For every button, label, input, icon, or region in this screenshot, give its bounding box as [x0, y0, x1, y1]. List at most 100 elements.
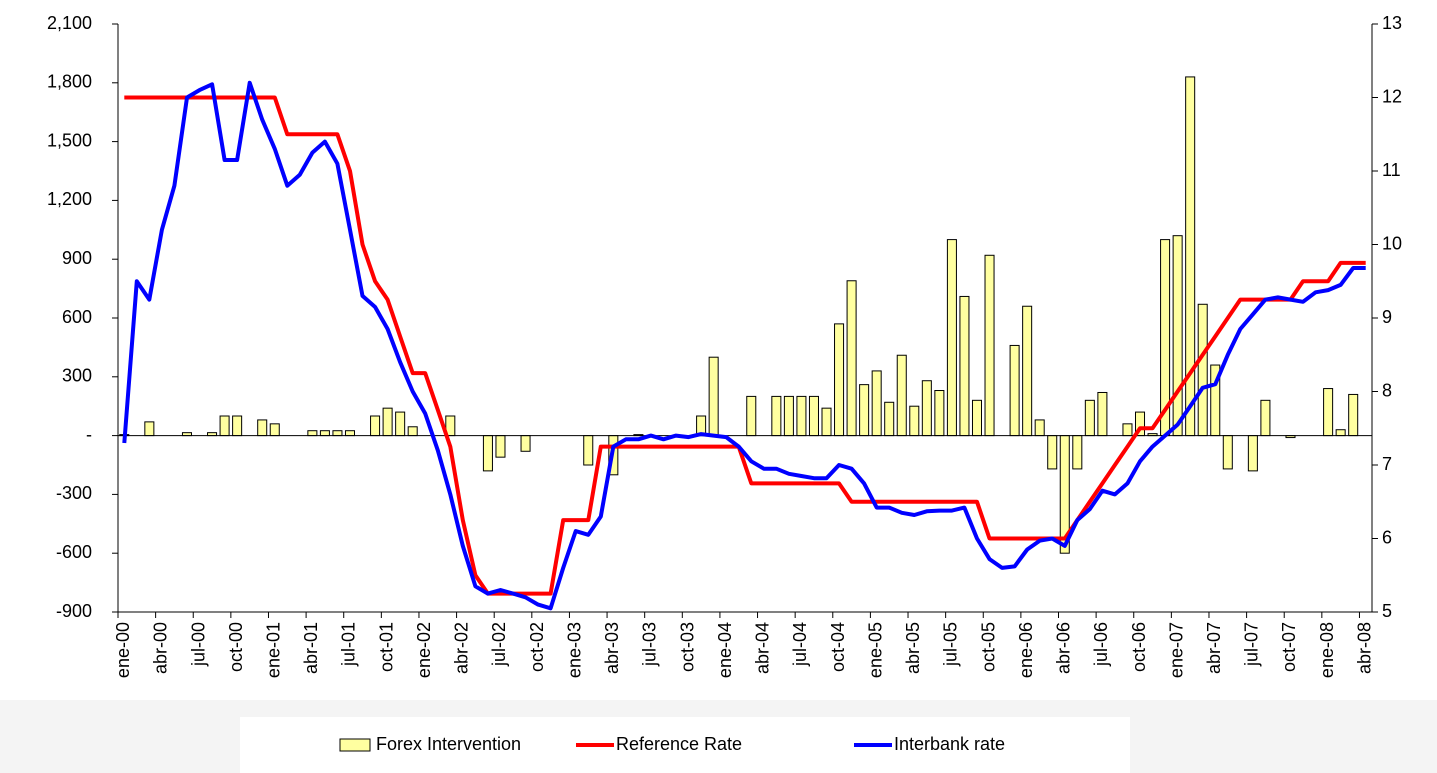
y-tick-label: - [86, 424, 92, 444]
x-tick-label: ene-02 [414, 622, 434, 678]
x-tick-label: abr-00 [151, 622, 171, 674]
bar [859, 384, 870, 437]
bar [520, 435, 531, 452]
bar [1022, 305, 1033, 437]
bar [1009, 344, 1020, 437]
x-tick-label: oct-05 [978, 622, 998, 672]
x-tick-label: abr-03 [602, 622, 622, 674]
y2-tick-label: 7 [1382, 454, 1392, 474]
bar [219, 415, 230, 437]
x-tick-label: abr-04 [753, 622, 773, 674]
y-tick-label: -300 [56, 483, 92, 503]
x-tick-label: jul-07 [1242, 622, 1262, 667]
legend-swatch [339, 738, 371, 752]
x-tick-label: oct-07 [1279, 622, 1299, 672]
x-tick-label: ene-01 [264, 622, 284, 678]
y-tick-label: 1,500 [47, 130, 92, 150]
y-tick-label: -900 [56, 601, 92, 621]
bar [1122, 423, 1133, 437]
x-tick-label: jul-01 [339, 622, 359, 667]
bar [307, 430, 318, 437]
x-tick-label: jul-05 [941, 622, 961, 667]
x-tick-label: abr-06 [1054, 622, 1074, 674]
y-tick-label: 900 [62, 248, 92, 268]
bar [1185, 76, 1196, 437]
y-tick-label: -600 [56, 542, 92, 562]
x-tick-label: oct-03 [677, 622, 697, 672]
bar [319, 430, 330, 437]
bar [382, 407, 393, 437]
bar [370, 415, 381, 437]
bar [846, 280, 857, 437]
bar [834, 323, 845, 437]
legend-label: Reference Rate [616, 734, 742, 754]
bar [1072, 435, 1083, 470]
line [122, 80, 1366, 611]
bar [708, 356, 719, 437]
y2-tick-label: 13 [1382, 13, 1402, 33]
x-tick-label: oct-06 [1129, 622, 1149, 672]
bar [1047, 435, 1058, 470]
x-tick-label: oct-00 [226, 622, 246, 672]
x-tick-label: ene-04 [715, 622, 735, 678]
x-tick-label: ene-08 [1317, 622, 1337, 678]
bar [909, 405, 920, 437]
x-tick-label: abr-07 [1204, 622, 1224, 674]
y-tick-label: 2,100 [47, 13, 92, 33]
y2-tick-label: 10 [1382, 233, 1402, 253]
y2-tick-label: 8 [1382, 380, 1392, 400]
bar [871, 370, 882, 437]
bar [482, 435, 493, 472]
x-tick-label: abr-08 [1354, 622, 1374, 674]
x-tick-label: ene-06 [1016, 622, 1036, 678]
bar [144, 421, 155, 437]
bar [984, 254, 995, 437]
x-tick-label: oct-04 [828, 622, 848, 672]
bar [946, 239, 957, 437]
x-tick-label: abr-05 [903, 622, 923, 674]
bar [921, 380, 932, 437]
legend-label: Forex Intervention [376, 734, 521, 754]
bar [796, 395, 807, 437]
y-tick-label: 1,800 [47, 72, 92, 92]
bar [1260, 399, 1271, 437]
legend-box [240, 717, 1130, 773]
bar [771, 395, 782, 437]
bar [971, 399, 983, 437]
bar [269, 423, 280, 437]
y2-tick-label: 6 [1382, 527, 1392, 547]
bar [232, 415, 243, 437]
bar [1335, 429, 1346, 437]
bar [395, 411, 406, 437]
bar [821, 407, 832, 437]
bar [1084, 399, 1095, 437]
x-tick-label: jul-00 [188, 622, 208, 667]
bar [884, 401, 895, 437]
bar [959, 295, 970, 437]
y2-tick-label: 5 [1382, 601, 1392, 621]
bar [808, 395, 819, 437]
y2-tick-label: 9 [1382, 307, 1392, 327]
x-tick-label: abr-01 [301, 622, 321, 674]
bar [1348, 393, 1359, 437]
line [124, 95, 1366, 596]
bar [583, 435, 594, 466]
x-tick-label: jul-02 [489, 622, 509, 667]
bar [896, 354, 907, 437]
bar [1323, 388, 1334, 437]
y-tick-label: 300 [62, 366, 92, 386]
y2-tick-label: 12 [1382, 86, 1402, 106]
y-tick-label: 600 [62, 307, 92, 327]
x-tick-label: jul-03 [640, 622, 660, 667]
x-tick-label: jul-06 [1091, 622, 1111, 667]
y-tick-label: 1,200 [47, 189, 92, 209]
x-tick-label: ene-00 [113, 622, 133, 678]
bar [257, 419, 268, 437]
legend-label: Interbank rate [894, 734, 1005, 754]
bar [495, 435, 506, 458]
bar [1247, 435, 1258, 472]
bar [1172, 235, 1183, 437]
x-tick-label: ene-03 [564, 622, 584, 678]
bar [407, 426, 418, 437]
x-tick-label: oct-01 [376, 622, 396, 672]
